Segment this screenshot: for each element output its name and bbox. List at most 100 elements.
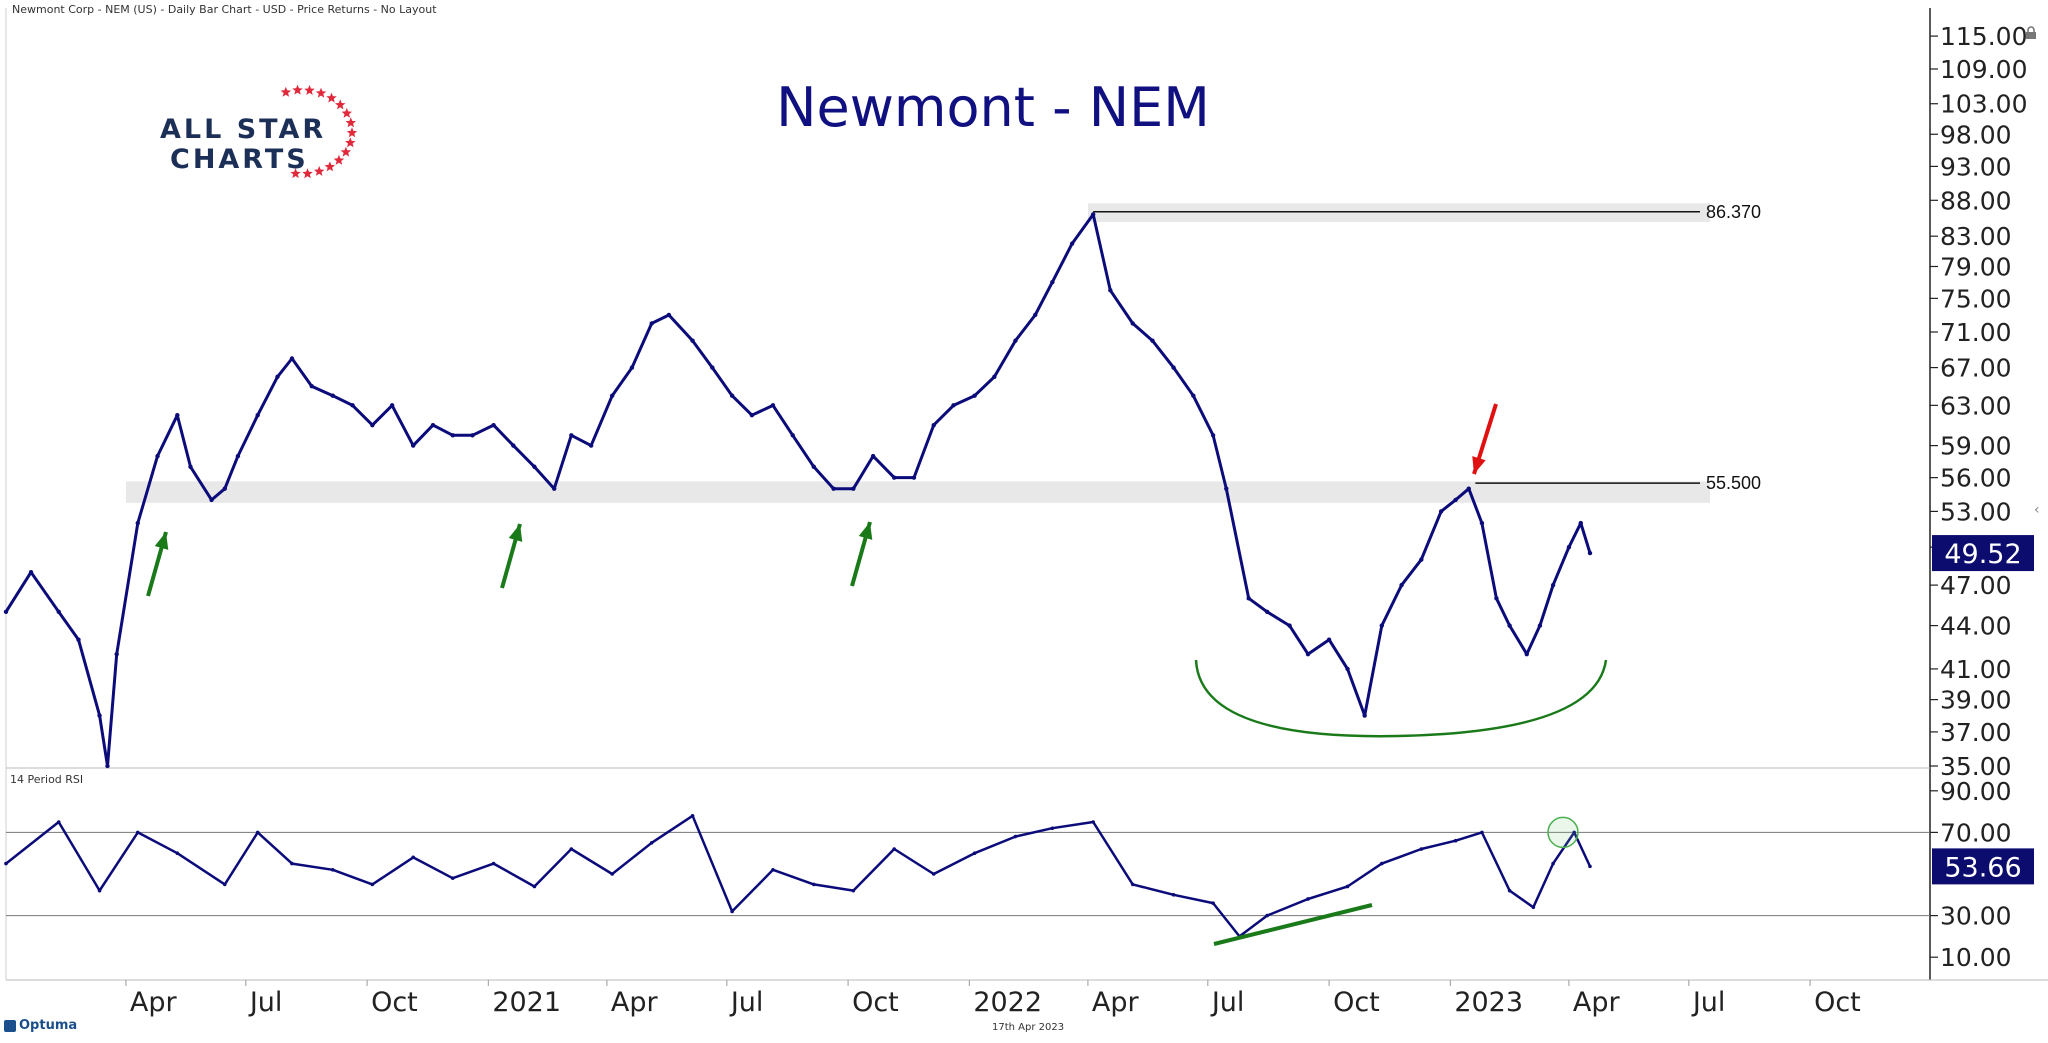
price-point xyxy=(1507,623,1512,628)
rsi-y-tick-label: 10.00 xyxy=(1940,943,2012,972)
y-tick-label: 88.00 xyxy=(1940,186,2012,215)
logo-line-1: ALL STAR xyxy=(160,114,327,145)
y-tick-label: 44.00 xyxy=(1940,612,2012,641)
logo-star-icon xyxy=(346,127,358,138)
price-point xyxy=(1191,393,1196,398)
rsi-point xyxy=(972,851,977,855)
support-arrow-3-head xyxy=(858,522,873,540)
rsi-point xyxy=(649,841,654,845)
price-point xyxy=(470,433,475,438)
price-point xyxy=(1130,321,1135,326)
logo-star-icon xyxy=(345,137,356,148)
price-point xyxy=(851,486,856,491)
price-point xyxy=(1345,666,1350,672)
price-point xyxy=(1069,241,1075,246)
price-point xyxy=(1171,365,1176,370)
price-point xyxy=(931,422,936,428)
rsi-title: 14 Period RSI xyxy=(10,773,83,786)
rsi-line xyxy=(5,814,1592,938)
y-tick-label: 59.00 xyxy=(1940,432,2012,461)
price-point xyxy=(1013,338,1018,343)
logo-star-icon xyxy=(326,92,337,103)
collapse-panel-icon[interactable]: ‹ xyxy=(2034,502,2040,518)
support-arrow-3 xyxy=(850,521,873,587)
price-point xyxy=(629,365,635,370)
y-tick-label: 35.00 xyxy=(1940,752,2012,781)
rsi-point xyxy=(892,847,897,851)
chart-title: Newmont - NEM xyxy=(776,76,1210,139)
price-point xyxy=(870,453,876,459)
logo-star-icon xyxy=(324,161,336,172)
price-point xyxy=(710,365,715,370)
y-tick-label: 71.00 xyxy=(1940,318,2012,347)
logo-star-icon xyxy=(304,85,315,95)
y-tick-label: 47.00 xyxy=(1940,571,2012,600)
price-point xyxy=(1362,713,1367,718)
logo-star-icon xyxy=(335,99,346,110)
rsi-point xyxy=(812,882,816,887)
logo-line-2: CHARTS xyxy=(170,144,309,175)
rsi-point xyxy=(97,888,102,893)
optuma-logo-icon xyxy=(4,1019,16,1032)
rsi-point xyxy=(411,855,416,860)
price-point xyxy=(1419,557,1424,562)
rsi-point xyxy=(1171,893,1176,897)
price-point xyxy=(1524,651,1529,657)
price-point xyxy=(188,464,193,469)
rsi-point xyxy=(851,888,856,893)
rsi-point xyxy=(1379,861,1384,866)
rsi-y-tick-label: 70.00 xyxy=(1940,818,2012,847)
rsi-point xyxy=(771,868,775,872)
rsi-point xyxy=(1551,861,1555,866)
price-point xyxy=(1438,509,1444,514)
rsi-last-badge xyxy=(1932,848,2034,885)
rsi-point xyxy=(1265,913,1269,918)
y-tick-label: 56.00 xyxy=(1940,464,2012,493)
rsi-point xyxy=(532,884,537,889)
brand-label: Optuma xyxy=(19,1018,78,1033)
price-point xyxy=(588,443,594,448)
resistance-arrow-head xyxy=(1472,456,1486,474)
logo-star-icon xyxy=(280,86,292,97)
lock-icon[interactable] xyxy=(2024,26,2038,40)
rsi-point xyxy=(569,847,574,851)
footer-date: 17th Apr 2023 xyxy=(992,1022,1065,1033)
rsi-point xyxy=(610,872,614,876)
rsi-point xyxy=(290,861,294,866)
price-point xyxy=(1287,623,1292,628)
rsi-point xyxy=(175,851,180,855)
price-point xyxy=(175,412,180,418)
logo-star-icon xyxy=(341,107,352,118)
y-tick-label: 53.00 xyxy=(1940,497,2012,526)
rsi-point xyxy=(1211,901,1215,905)
rsi-point xyxy=(931,872,936,876)
support-arrow-2-head xyxy=(508,524,523,542)
last-price-badge xyxy=(1932,535,2034,572)
rsi-point xyxy=(1453,838,1458,843)
rsi-point xyxy=(1345,884,1350,889)
price-point xyxy=(411,443,416,448)
rsi-y-tick-label: 90.00 xyxy=(1940,777,2012,806)
rsi-point xyxy=(255,830,260,835)
price-point xyxy=(114,651,119,657)
x-tick-label: Jul xyxy=(1691,987,1726,1018)
rsi-highlight-circle xyxy=(1547,816,1579,849)
price-point xyxy=(666,312,672,318)
price-point xyxy=(330,393,336,398)
rsi-point xyxy=(1507,888,1512,893)
price-point xyxy=(690,338,695,343)
price-point xyxy=(155,453,160,459)
price-point xyxy=(831,486,836,491)
rsi-point xyxy=(690,813,695,818)
price-point xyxy=(430,422,436,428)
price-point xyxy=(1479,520,1485,526)
price-point xyxy=(1108,288,1113,293)
price-point xyxy=(992,374,997,380)
y-tick-label: 98.00 xyxy=(1940,120,2012,149)
price-point xyxy=(1466,486,1471,491)
resistance-band-2 xyxy=(125,481,1711,503)
rsi-point xyxy=(1050,826,1055,831)
price-point xyxy=(649,321,654,326)
